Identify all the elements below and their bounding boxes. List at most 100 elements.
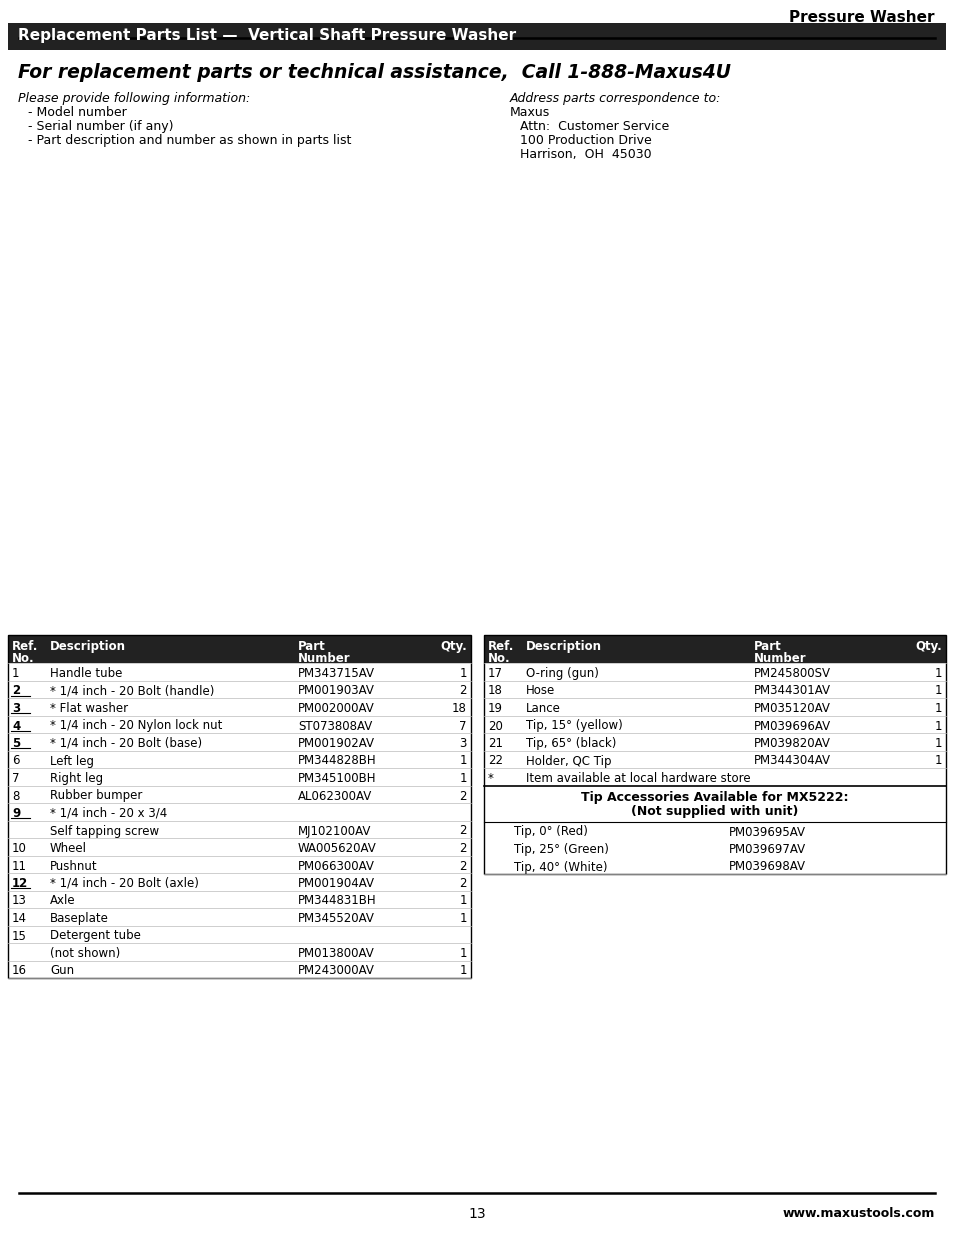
Text: 1: 1 xyxy=(459,755,467,767)
Text: PM245800SV: PM245800SV xyxy=(753,667,830,680)
Text: * Flat washer: * Flat washer xyxy=(50,701,128,715)
Text: WA005620AV: WA005620AV xyxy=(297,842,376,855)
Text: * 1/4 inch - 20 Nylon lock nut: * 1/4 inch - 20 Nylon lock nut xyxy=(50,720,222,732)
Text: 18: 18 xyxy=(488,684,502,698)
Text: PM039697AV: PM039697AV xyxy=(728,844,805,856)
Text: No.: No. xyxy=(488,652,510,664)
Text: 9: 9 xyxy=(12,806,20,820)
Text: PM013800AV: PM013800AV xyxy=(297,947,375,960)
Text: 7: 7 xyxy=(12,772,19,785)
Text: 1: 1 xyxy=(934,684,941,698)
Text: PM035120AV: PM035120AV xyxy=(753,701,830,715)
Text: ST073808AV: ST073808AV xyxy=(297,720,372,732)
Text: 2: 2 xyxy=(459,842,467,855)
Text: PM066300AV: PM066300AV xyxy=(297,860,375,872)
Text: PM345520AV: PM345520AV xyxy=(297,911,375,925)
Text: - Serial number (if any): - Serial number (if any) xyxy=(28,120,173,133)
Text: Rubber bumper: Rubber bumper xyxy=(50,789,142,803)
Text: 1: 1 xyxy=(459,894,467,908)
Text: PM039696AV: PM039696AV xyxy=(753,720,830,732)
Text: Attn:  Customer Service: Attn: Customer Service xyxy=(519,120,669,133)
Text: Holder, QC Tip: Holder, QC Tip xyxy=(525,755,611,767)
Text: 1: 1 xyxy=(459,772,467,785)
Text: 4: 4 xyxy=(12,720,20,732)
Text: 21: 21 xyxy=(488,737,502,750)
Text: 2: 2 xyxy=(459,825,467,837)
Text: PM243000AV: PM243000AV xyxy=(297,965,375,977)
Text: 1: 1 xyxy=(934,720,941,732)
Text: Gun: Gun xyxy=(50,965,74,977)
Text: 18: 18 xyxy=(452,701,467,715)
Text: Tip, 65° (black): Tip, 65° (black) xyxy=(525,737,616,750)
Text: Self tapping screw: Self tapping screw xyxy=(50,825,159,837)
Text: Pushnut: Pushnut xyxy=(50,860,97,872)
Text: PM039695AV: PM039695AV xyxy=(728,825,805,839)
Text: 2: 2 xyxy=(459,877,467,890)
Text: 1: 1 xyxy=(934,701,941,715)
Text: 100 Production Drive: 100 Production Drive xyxy=(519,135,651,147)
Bar xyxy=(8,635,471,978)
Text: PM001903AV: PM001903AV xyxy=(297,684,375,698)
Text: Right leg: Right leg xyxy=(50,772,103,785)
Text: AL062300AV: AL062300AV xyxy=(297,789,372,803)
Text: Tip Accessories Available for MX5222:: Tip Accessories Available for MX5222: xyxy=(580,790,848,804)
Text: 16: 16 xyxy=(12,965,27,977)
Text: Left leg: Left leg xyxy=(50,755,94,767)
Text: 6: 6 xyxy=(12,755,19,767)
Text: PM344301AV: PM344301AV xyxy=(753,684,830,698)
Bar xyxy=(8,23,945,49)
Text: (Not supplied with unit): (Not supplied with unit) xyxy=(631,804,798,818)
Text: 1: 1 xyxy=(459,667,467,680)
Text: * 1/4 inch - 20 x 3/4: * 1/4 inch - 20 x 3/4 xyxy=(50,806,167,820)
Text: - Model number: - Model number xyxy=(28,106,127,119)
Text: www.maxustools.com: www.maxustools.com xyxy=(781,1207,934,1220)
Text: PM039698AV: PM039698AV xyxy=(728,861,805,873)
Text: Lance: Lance xyxy=(525,701,560,715)
Text: Tip, 15° (yellow): Tip, 15° (yellow) xyxy=(525,720,622,732)
Text: - Part description and number as shown in parts list: - Part description and number as shown i… xyxy=(28,135,351,147)
Text: Harrison,  OH  45030: Harrison, OH 45030 xyxy=(519,148,651,161)
Bar xyxy=(483,635,945,874)
Text: Address parts correspondence to:: Address parts correspondence to: xyxy=(510,91,720,105)
Text: 1: 1 xyxy=(934,755,941,767)
Text: * 1/4 inch - 20 Bolt (axle): * 1/4 inch - 20 Bolt (axle) xyxy=(50,877,198,890)
Text: 1: 1 xyxy=(934,667,941,680)
Text: For replacement parts or technical assistance,  Call 1-888-Maxus4U: For replacement parts or technical assis… xyxy=(18,63,730,82)
Text: Handle tube: Handle tube xyxy=(50,667,122,680)
Text: Number: Number xyxy=(753,652,806,664)
Text: PM001902AV: PM001902AV xyxy=(297,737,375,750)
Text: 12: 12 xyxy=(12,877,29,890)
Text: PM344304AV: PM344304AV xyxy=(753,755,830,767)
Text: 3: 3 xyxy=(459,737,467,750)
Text: Part: Part xyxy=(753,640,781,653)
Text: 1: 1 xyxy=(459,965,467,977)
Text: 1: 1 xyxy=(934,737,941,750)
Text: 2: 2 xyxy=(459,860,467,872)
Text: Please provide following information:: Please provide following information: xyxy=(18,91,250,105)
Text: 13: 13 xyxy=(468,1207,485,1221)
Text: PM001904AV: PM001904AV xyxy=(297,877,375,890)
Text: PM345100BH: PM345100BH xyxy=(297,772,376,785)
Text: 19: 19 xyxy=(488,701,502,715)
Text: Part: Part xyxy=(297,640,325,653)
Text: 10: 10 xyxy=(12,842,27,855)
Text: Ref.: Ref. xyxy=(12,640,38,653)
Text: * 1/4 inch - 20 Bolt (handle): * 1/4 inch - 20 Bolt (handle) xyxy=(50,684,214,698)
Text: 1: 1 xyxy=(12,667,19,680)
Text: Wheel: Wheel xyxy=(50,842,87,855)
Text: Number: Number xyxy=(297,652,351,664)
Text: Tip, 25° (Green): Tip, 25° (Green) xyxy=(514,844,608,856)
Text: (not shown): (not shown) xyxy=(50,947,120,960)
Text: Axle: Axle xyxy=(50,894,75,908)
Text: Description: Description xyxy=(50,640,126,653)
Text: Baseplate: Baseplate xyxy=(50,911,109,925)
Text: O-ring (gun): O-ring (gun) xyxy=(525,667,598,680)
Text: 5: 5 xyxy=(12,737,20,750)
Text: 14: 14 xyxy=(12,911,27,925)
Text: 13: 13 xyxy=(12,894,27,908)
Text: 8: 8 xyxy=(12,789,19,803)
Bar xyxy=(483,635,945,663)
Text: Ref.: Ref. xyxy=(488,640,514,653)
Text: Item available at local hardware store: Item available at local hardware store xyxy=(525,772,750,785)
Text: PM039820AV: PM039820AV xyxy=(753,737,830,750)
